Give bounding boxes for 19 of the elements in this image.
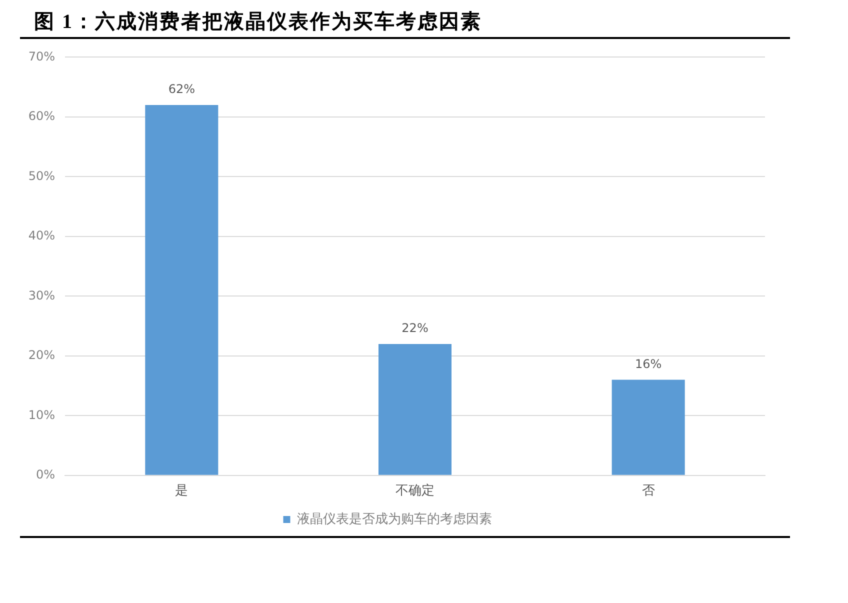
x-tick-label: 否 <box>642 484 655 499</box>
bar <box>145 104 218 475</box>
y-tick-label: 20% <box>28 348 55 362</box>
legend-label: 液晶仪表是否成为购车的考虑因素 <box>296 512 492 527</box>
data-label: 22% <box>402 321 428 336</box>
y-tick-label: 10% <box>28 408 55 422</box>
y-tick-label: 60% <box>28 109 55 124</box>
data-label: 62% <box>168 82 196 96</box>
y-tick-label: 40% <box>28 228 55 243</box>
data-label: 16% <box>634 356 662 371</box>
y-tick-label: 70% <box>28 49 55 64</box>
y-tick-label: 50% <box>28 168 55 183</box>
bar <box>378 344 452 475</box>
y-tick-label: 30% <box>28 288 55 302</box>
x-tick-label: 不确定 <box>396 484 434 499</box>
chart-title: 图 1：六成消费者把液晶仪表作为买车考虑因素 <box>34 10 482 35</box>
y-tick-label: 0% <box>36 468 55 482</box>
bar <box>612 380 685 475</box>
x-tick-label: 是 <box>175 484 188 499</box>
